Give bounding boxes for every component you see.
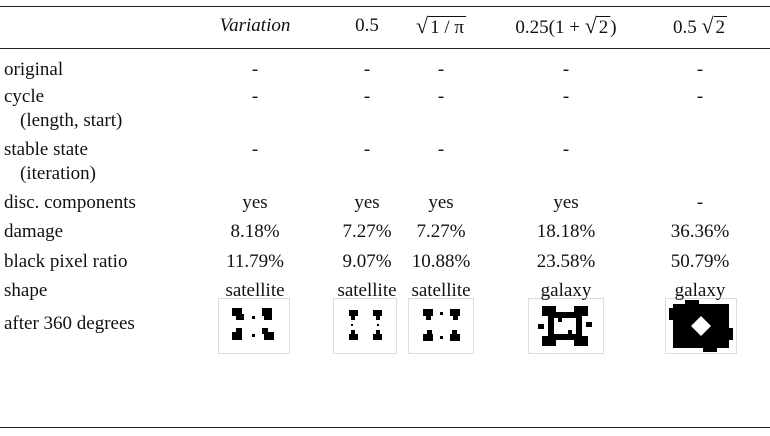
cell-value: galaxy: [540, 280, 592, 301]
radical-sign: √: [584, 13, 597, 38]
header-prefix: 0.25(1 +: [515, 17, 585, 38]
result-image: [665, 298, 737, 354]
cell-value: 23.58%: [536, 251, 596, 272]
cell-value: 36.36%: [670, 221, 730, 242]
row-sublabel: (length, start): [20, 110, 123, 131]
bottom-rule: [0, 427, 770, 428]
header-cell: √ 1 / π: [416, 15, 466, 39]
header-cell: 0.5 √ 2: [672, 13, 728, 39]
cell-value: -: [696, 192, 704, 213]
result-image: [408, 298, 474, 354]
row-label: disc. components: [4, 192, 136, 213]
radicand: 1 / π: [428, 16, 466, 38]
row-label: original: [4, 59, 64, 80]
cell-value: yes: [428, 192, 454, 213]
cell-value: 11.79%: [226, 251, 284, 272]
header-suffix: ): [610, 17, 617, 38]
cell-value: -: [437, 139, 445, 160]
cell-value: yes: [242, 192, 268, 213]
cell-value: -: [696, 59, 704, 80]
header-text: Variation: [219, 15, 291, 36]
cell-value: satellite: [337, 280, 397, 301]
row-sublabel: (iteration): [20, 163, 96, 184]
cell-value: -: [363, 86, 371, 107]
cell-value: 50.79%: [670, 251, 730, 272]
header-cell: 0.25(1 + √ 2): [515, 13, 617, 39]
result-image: [528, 298, 604, 354]
radicand: 2: [713, 16, 728, 38]
cell-value: yes: [354, 192, 380, 213]
header-cell: 0.5: [355, 15, 379, 37]
cell-value: satellite: [411, 280, 471, 301]
cell-value: 10.88%: [411, 251, 471, 272]
cell-value: -: [562, 86, 570, 107]
cell-value: -: [562, 139, 570, 160]
row-label: stable state: [4, 139, 88, 160]
cell-value: -: [696, 86, 704, 107]
cell-value: -: [363, 59, 371, 80]
row-label: black pixel ratio: [4, 251, 128, 272]
cell-value: -: [251, 86, 259, 107]
header-cell: Variation: [220, 15, 291, 37]
header-text: 0.5: [355, 15, 379, 36]
radical-sign: √: [416, 13, 429, 38]
cell-value: 7.27%: [342, 221, 392, 242]
row-label: after 360 degrees: [4, 313, 135, 334]
row-label: cycle: [4, 86, 45, 107]
header-rule: [0, 48, 770, 49]
result-image: [333, 298, 397, 354]
cell-value: yes: [553, 192, 579, 213]
cell-value: -: [251, 139, 259, 160]
cell-value: satellite: [225, 280, 285, 301]
cell-value: 7.27%: [416, 221, 466, 242]
radicand: 2: [596, 16, 611, 38]
row-label: damage: [4, 221, 64, 242]
cell-value: -: [363, 139, 371, 160]
cell-value: -: [437, 86, 445, 107]
cell-value: 8.18%: [230, 221, 280, 242]
radical-sign: √: [701, 13, 714, 38]
cell-value: -: [437, 59, 445, 80]
header-prefix: 0.5: [672, 17, 702, 38]
cell-value: -: [251, 59, 259, 80]
cell-value: 9.07%: [342, 251, 392, 272]
row-label: shape: [4, 280, 48, 301]
cell-value: -: [562, 59, 570, 80]
cell-value: 18.18%: [536, 221, 596, 242]
result-image: [218, 298, 290, 354]
cell-value: galaxy: [674, 280, 726, 301]
top-rule: [0, 6, 770, 7]
